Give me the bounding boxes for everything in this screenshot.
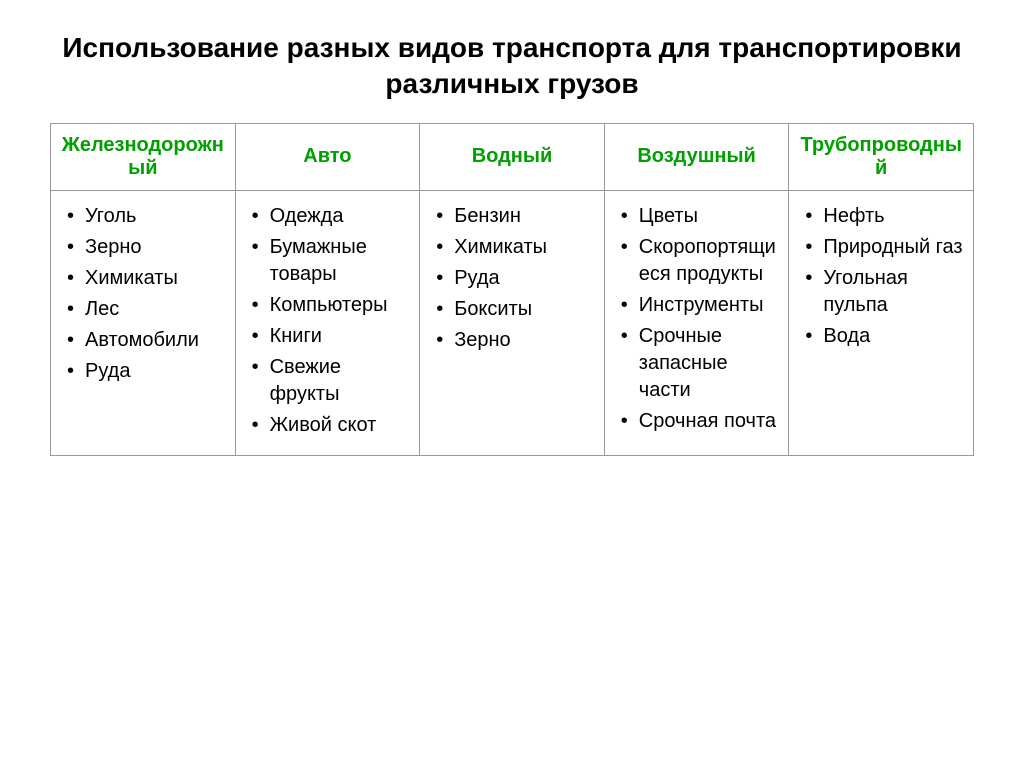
list-rail: Уголь Зерно Химикаты Лес Автомобили Руда (59, 203, 227, 385)
list-item: Срочные запасные части (619, 323, 781, 404)
list-item: Угольная пульпа (803, 265, 965, 319)
page-title: Использование разных видов транспорта дл… (50, 30, 974, 103)
list-item: Бензин (434, 203, 596, 230)
list-item: Свежие фрукты (250, 354, 412, 408)
cell-air: Цветы Скоропортящиеся продукты Инструмен… (604, 190, 789, 455)
list-auto: Одежда Бумажные товары Компьютеры Книги … (244, 203, 412, 439)
list-item: Химикаты (434, 234, 596, 261)
list-item: Руда (65, 358, 227, 385)
list-air: Цветы Скоропортящиеся продукты Инструмен… (613, 203, 781, 435)
list-item: Инструменты (619, 292, 781, 319)
col-header-rail: Железнодорожный (51, 123, 236, 190)
list-item: Бокситы (434, 296, 596, 323)
cell-auto: Одежда Бумажные товары Компьютеры Книги … (235, 190, 420, 455)
list-item: Природный газ (803, 234, 965, 261)
list-item: Живой скот (250, 412, 412, 439)
list-item: Уголь (65, 203, 227, 230)
list-item: Скоропортящиеся продукты (619, 234, 781, 288)
list-pipeline: Нефть Природный газ Угольная пульпа Вода (797, 203, 965, 350)
col-header-water: Водный (420, 123, 605, 190)
cell-rail: Уголь Зерно Химикаты Лес Автомобили Руда (51, 190, 236, 455)
list-item: Лес (65, 296, 227, 323)
list-item: Зерно (65, 234, 227, 261)
list-item: Цветы (619, 203, 781, 230)
list-item: Автомобили (65, 327, 227, 354)
table-header-row: Железнодорожный Авто Водный Воздушный Тр… (51, 123, 974, 190)
col-header-air: Воздушный (604, 123, 789, 190)
list-item: Нефть (803, 203, 965, 230)
list-water: Бензин Химикаты Руда Бокситы Зерно (428, 203, 596, 354)
list-item: Руда (434, 265, 596, 292)
list-item: Одежда (250, 203, 412, 230)
table-row: Уголь Зерно Химикаты Лес Автомобили Руда… (51, 190, 974, 455)
list-item: Компьютеры (250, 292, 412, 319)
list-item: Книги (250, 323, 412, 350)
list-item: Химикаты (65, 265, 227, 292)
list-item: Срочная почта (619, 408, 781, 435)
cell-water: Бензин Химикаты Руда Бокситы Зерно (420, 190, 605, 455)
transport-table: Железнодорожный Авто Водный Воздушный Тр… (50, 123, 974, 456)
col-header-auto: Авто (235, 123, 420, 190)
list-item: Зерно (434, 327, 596, 354)
cell-pipeline: Нефть Природный газ Угольная пульпа Вода (789, 190, 974, 455)
list-item: Вода (803, 323, 965, 350)
list-item: Бумажные товары (250, 234, 412, 288)
col-header-pipeline: Трубопроводный (789, 123, 974, 190)
